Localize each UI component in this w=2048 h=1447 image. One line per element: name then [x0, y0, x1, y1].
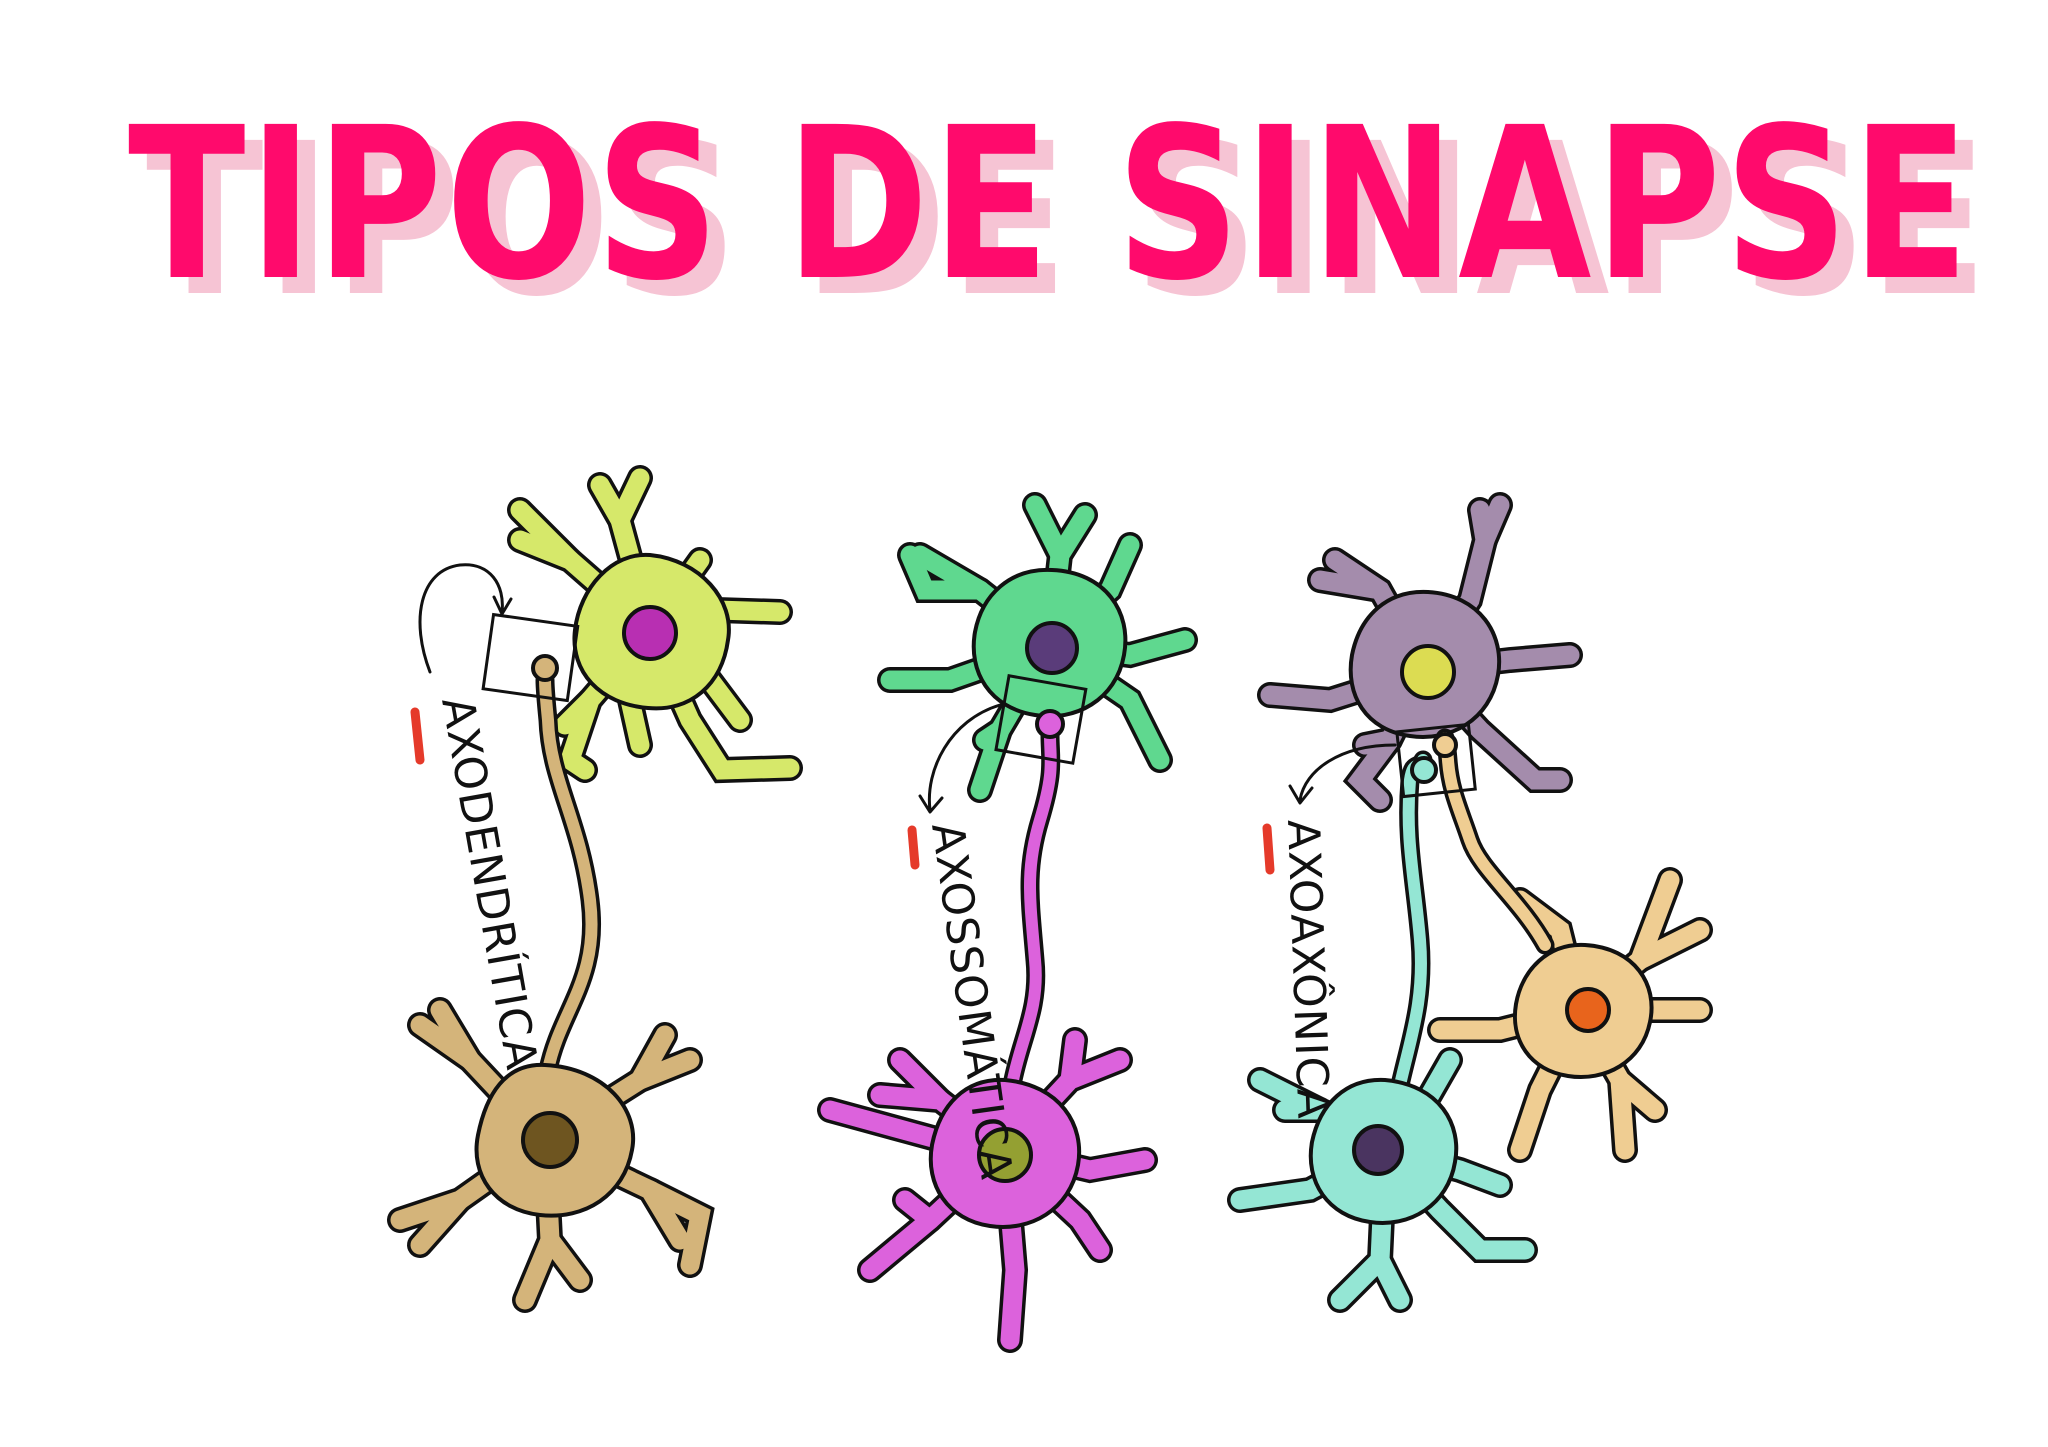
axon-terminal	[1432, 732, 1458, 758]
nucleus	[1400, 644, 1456, 700]
synapse-highlight-box	[994, 674, 1088, 765]
arrow-icon	[418, 563, 513, 674]
neuron-peach-axoaxonic	[1427, 728, 1713, 1163]
nucleus	[1352, 1124, 1404, 1176]
red-marker	[410, 707, 425, 765]
neuron-presynaptic-axodendritic	[507, 465, 803, 784]
red-marker	[1262, 823, 1275, 875]
neuron-presynaptic-axosomatic	[817, 709, 1158, 1353]
nucleus	[977, 1127, 1033, 1183]
title-shadow: TIPOS DE SINAPSE	[146, 98, 1991, 343]
label-axoaxonica: AXOAXÔNICA	[1277, 819, 1340, 1121]
neuron-postsynaptic-axodendritic	[387, 654, 715, 1313]
synapse-axoaxonic: AXOAXÔNICA	[1262, 722, 1477, 1121]
page-title: TIPOS DE SINAPSE	[128, 82, 1973, 327]
arrow-icon	[1288, 743, 1397, 805]
axon-terminal	[1410, 756, 1438, 784]
synapse-highlight-box	[1395, 722, 1477, 799]
red-marker	[907, 825, 920, 870]
nucleus	[521, 1111, 579, 1169]
axon-terminal	[1035, 709, 1065, 739]
nucleus	[1565, 987, 1611, 1033]
arrow-icon	[918, 703, 1002, 814]
neuron-aqua-axoaxonic	[1227, 750, 1538, 1313]
nucleus	[622, 605, 678, 661]
synapse-highlight-box	[481, 612, 580, 703]
neuron-postsynaptic-axoaxonic	[1257, 492, 1583, 813]
neuron-postsynaptic-axosomatic	[877, 492, 1198, 803]
nucleus	[1025, 621, 1079, 675]
axon-terminal	[531, 654, 559, 682]
